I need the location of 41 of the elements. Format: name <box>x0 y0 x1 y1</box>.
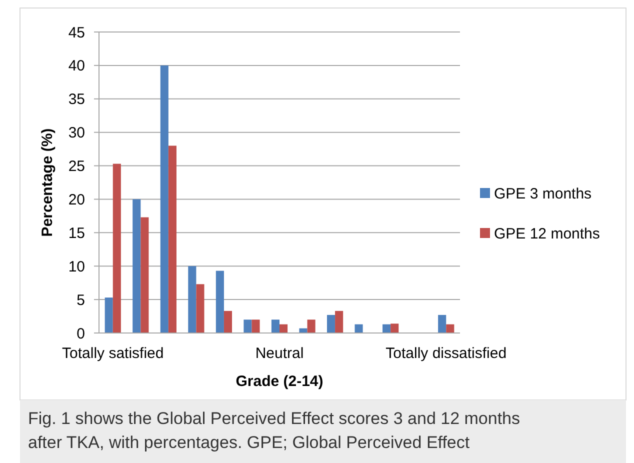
x-axis-title: Grade (2-14) <box>236 373 324 390</box>
bar <box>382 324 391 333</box>
y-tick-label: 10 <box>68 258 85 276</box>
bar <box>271 320 280 333</box>
bar <box>446 324 454 333</box>
bar <box>168 146 176 333</box>
y-tick-label: 45 <box>68 24 85 42</box>
x-tick-label: Totally satisfied <box>62 345 164 362</box>
legend-label: GPE 12 months <box>494 225 600 242</box>
bar <box>326 314 336 333</box>
bar <box>299 328 308 333</box>
y-tick-label: 0 <box>76 325 85 342</box>
bar <box>390 324 399 333</box>
bar <box>335 310 344 333</box>
bar <box>132 199 141 333</box>
bar <box>354 324 363 333</box>
y-tick-label: 5 <box>76 292 85 309</box>
x-tick-label: Neutral <box>255 345 304 362</box>
y-tick-label: 15 <box>68 224 85 242</box>
bar <box>216 270 224 333</box>
bar <box>196 284 204 333</box>
bar <box>438 314 446 333</box>
bar <box>188 266 196 333</box>
y-tick-label: 40 <box>68 58 85 75</box>
y-tick-label: 35 <box>68 91 85 108</box>
y-tick-label: 25 <box>68 158 85 176</box>
bar <box>307 320 316 333</box>
bar <box>224 310 232 333</box>
legend-label: GPE 3 months <box>494 185 592 202</box>
y-axis-title: Percentage (%) <box>39 128 56 237</box>
bar <box>244 320 252 333</box>
y-tick-label: 30 <box>68 124 85 142</box>
bar <box>112 164 121 333</box>
y-tick-label: 20 <box>68 191 85 208</box>
bar <box>140 217 149 333</box>
bar <box>104 298 113 333</box>
bar <box>280 324 288 333</box>
x-tick-label: Totally dissatisfied <box>386 345 507 362</box>
bar <box>160 65 168 333</box>
bar <box>252 320 260 333</box>
caption: Fig. 1 shows the Global Perceived Effect scores 3 and 12 months after TKA, with percentages. GPE; Global Perceived Effect <box>28 409 520 452</box>
